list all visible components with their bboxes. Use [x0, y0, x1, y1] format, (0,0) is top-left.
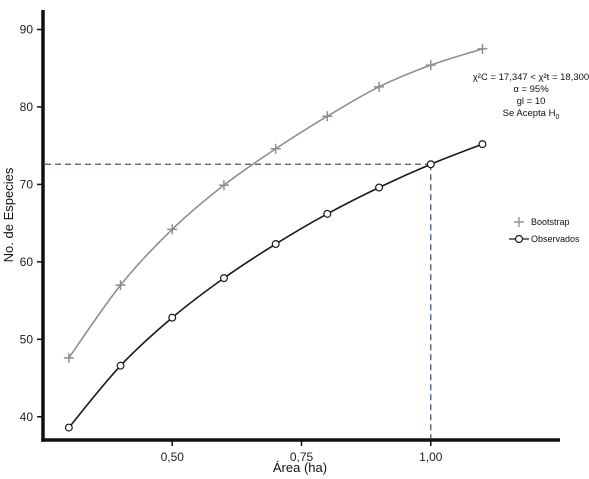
- legend: Bootstrap Observados: [509, 217, 580, 244]
- data-point-observados: [323, 209, 332, 218]
- series-layer: [63, 43, 488, 432]
- data-point-bootstrap: [218, 180, 229, 191]
- data-point-observados: [168, 313, 177, 322]
- data-point-observados: [219, 274, 228, 283]
- x-tick-label: 0,75: [290, 450, 314, 464]
- data-point-bootstrap: [322, 111, 333, 122]
- reference-lines: [45, 163, 432, 438]
- data-point-observados: [271, 240, 280, 249]
- data-point-bootstrap: [374, 81, 385, 92]
- annotation-hypothesis-subscript: 0: [555, 114, 559, 121]
- data-point-bootstrap: [425, 60, 436, 71]
- data-point-bootstrap: [63, 352, 74, 363]
- x-tick-label: 1,00: [419, 450, 443, 464]
- y-axis-ticks: 40 50 60 70 80 90: [20, 22, 43, 424]
- y-tick-label: 80: [20, 100, 34, 114]
- annotation-df: gl = 10: [517, 96, 546, 107]
- x-axis-title: Área (ha): [273, 460, 327, 475]
- legend-observados-marker: [514, 234, 524, 244]
- annotation-alpha: α = 95%: [513, 84, 549, 95]
- x-axis-ticks: 0,50 0,75 1,00: [161, 440, 443, 464]
- data-point-bootstrap: [167, 224, 178, 235]
- data-point-bootstrap: [115, 280, 126, 291]
- annotation-chi-square: χ²C = 17,347 < χ²t = 18,300: [473, 72, 589, 83]
- annotation-hypothesis: Se Acepta H0: [503, 108, 560, 121]
- data-point-bootstrap: [477, 43, 488, 54]
- data-point-observados: [375, 183, 384, 192]
- data-point-observados: [478, 140, 487, 149]
- data-point-bootstrap: [270, 143, 281, 154]
- data-point-observados: [426, 160, 435, 169]
- series-line-bootstrap: [68, 48, 483, 359]
- x-tick-label: 0,50: [161, 450, 185, 464]
- y-tick-label: 50: [20, 332, 34, 346]
- y-tick-label: 60: [20, 255, 34, 269]
- y-tick-label: 40: [20, 410, 34, 424]
- data-point-observados: [116, 361, 125, 370]
- legend-bootstrap-label: Bootstrap: [531, 217, 570, 227]
- legend-observados-label: Observados: [531, 234, 580, 244]
- data-point-observados: [64, 423, 73, 432]
- y-tick-label: 90: [20, 22, 34, 36]
- y-tick-label: 70: [20, 177, 34, 191]
- annotation-hypothesis-text: Se Acepta H: [503, 108, 556, 119]
- y-axis-title: No. de Especies: [1, 167, 16, 262]
- statistics-annotation: χ²C = 17,347 < χ²t = 18,300 α = 95% gl =…: [473, 72, 589, 121]
- legend-bootstrap-marker: [514, 217, 524, 227]
